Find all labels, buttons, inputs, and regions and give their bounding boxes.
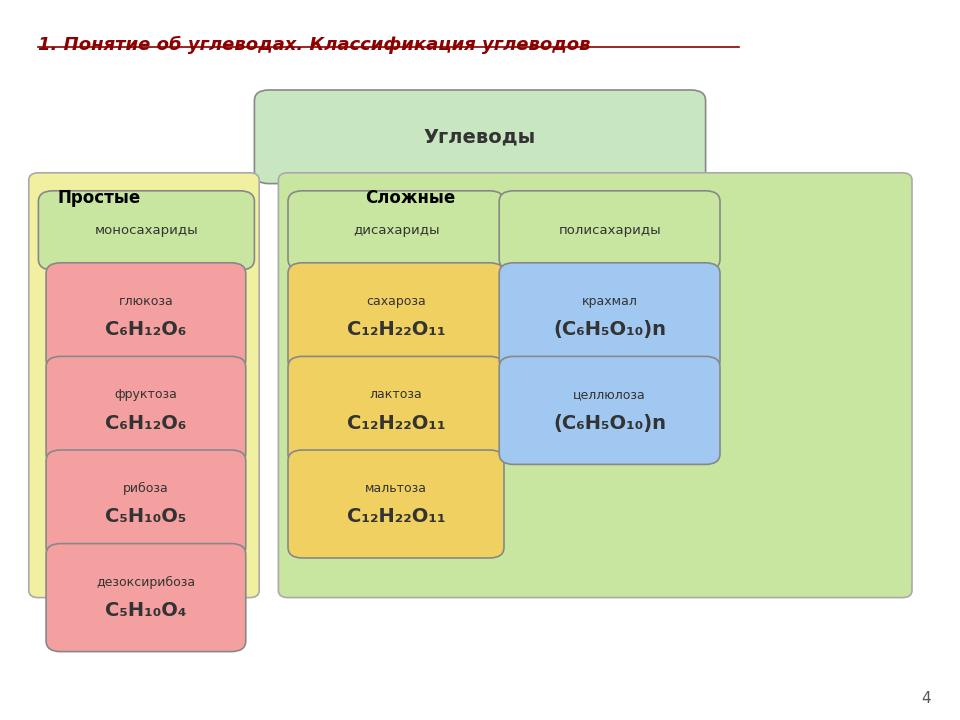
Text: полисахариды: полисахариды — [559, 224, 660, 237]
FancyBboxPatch shape — [38, 191, 254, 270]
Text: глюкоза: глюкоза — [118, 294, 174, 307]
Text: целлюлоза: целлюлоза — [573, 388, 646, 401]
Text: дезоксирибоза: дезоксирибоза — [96, 575, 196, 588]
Text: C₅H₁₀O₅: C₅H₁₀O₅ — [106, 508, 186, 526]
FancyBboxPatch shape — [288, 450, 504, 558]
Text: сахароза: сахароза — [366, 294, 426, 307]
FancyBboxPatch shape — [288, 263, 504, 371]
Text: Сложные: Сложные — [365, 189, 455, 207]
Text: C₆H₁₂O₆: C₆H₁₂O₆ — [106, 414, 186, 433]
Text: моносахариды: моносахариды — [95, 224, 198, 237]
Text: 1. Понятие об углеводах. Классификация углеводов: 1. Понятие об углеводах. Классификация у… — [38, 36, 591, 54]
Text: C₁₂H₂₂O₁₁: C₁₂H₂₂O₁₁ — [347, 320, 445, 339]
FancyBboxPatch shape — [46, 356, 246, 464]
Text: (C₆H₅O₁₀)n: (C₆H₅O₁₀)n — [553, 414, 666, 433]
FancyBboxPatch shape — [499, 263, 720, 371]
FancyBboxPatch shape — [46, 450, 246, 558]
Text: (C₆H₅O₁₀)n: (C₆H₅O₁₀)n — [553, 320, 666, 339]
Text: C₁₂H₂₂O₁₁: C₁₂H₂₂O₁₁ — [347, 414, 445, 433]
FancyBboxPatch shape — [278, 173, 912, 598]
Text: мальтоза: мальтоза — [365, 482, 427, 495]
FancyBboxPatch shape — [46, 263, 246, 371]
Text: Простые: Простые — [58, 189, 141, 207]
Text: Углеводы: Углеводы — [424, 127, 536, 146]
Text: C₆H₁₂O₆: C₆H₁₂O₆ — [106, 320, 186, 339]
Text: дисахариды: дисахариды — [352, 224, 440, 237]
FancyBboxPatch shape — [499, 356, 720, 464]
Text: лактоза: лактоза — [370, 388, 422, 401]
Text: 4: 4 — [922, 690, 931, 706]
Text: рибоза: рибоза — [123, 482, 169, 495]
Text: фруктоза: фруктоза — [114, 388, 178, 401]
Text: C₅H₁₀O₄: C₅H₁₀O₄ — [106, 601, 186, 620]
FancyBboxPatch shape — [499, 191, 720, 270]
FancyBboxPatch shape — [46, 544, 246, 652]
Text: крахмал: крахмал — [582, 294, 637, 307]
FancyBboxPatch shape — [29, 173, 259, 598]
Text: C₁₂H₂₂O₁₁: C₁₂H₂₂O₁₁ — [347, 508, 445, 526]
FancyBboxPatch shape — [254, 90, 706, 184]
FancyBboxPatch shape — [288, 356, 504, 464]
FancyBboxPatch shape — [288, 191, 504, 270]
